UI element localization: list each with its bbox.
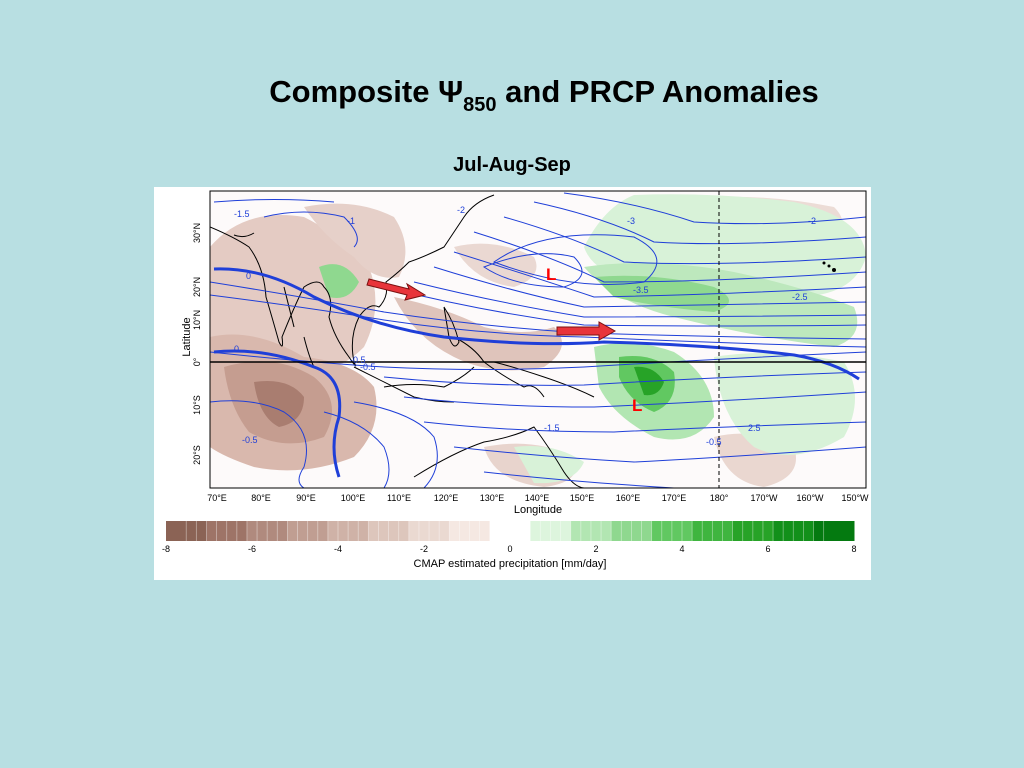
contour-labels: -1.5 -1 -2 -3 -3.5 -2 -2.5 0 0 -0.5 -0.5… <box>234 205 816 447</box>
colorbar-tick-label: -2 <box>420 544 428 554</box>
lon-tick-label: 90°E <box>296 493 316 503</box>
lon-tick-label: 140°E <box>525 493 550 503</box>
lon-tick-label: 80°E <box>251 493 271 503</box>
title-subscript: 850 <box>463 94 497 116</box>
title-text: Composite Ψ <box>269 74 464 109</box>
colorbar-label: CMAP estimated precipitation [mm/day] <box>414 558 607 570</box>
y-axis-label: Latitude <box>181 317 193 356</box>
arrow-1 <box>366 278 427 301</box>
colorbar-swatch <box>692 521 734 541</box>
colorbar-tick-label: 8 <box>851 544 856 554</box>
lon-tick-label: 100°E <box>341 493 366 503</box>
contour-label: -2 <box>457 205 465 215</box>
colorbar-swatch <box>489 521 531 541</box>
colorbar-swatch <box>287 521 329 541</box>
colorbar-tick-label: -8 <box>162 544 170 554</box>
arrow-2 <box>556 321 617 341</box>
lat-tick-label: 10°S <box>192 395 202 415</box>
lon-tick-label: 170°E <box>662 493 687 503</box>
subtitle-text: Jul-Aug-Sep <box>453 154 571 176</box>
contour-label: -0.5 <box>350 355 366 365</box>
lat-tick-label: 0° <box>192 357 202 366</box>
colorbar-tick-label: 6 <box>765 544 770 554</box>
colorbar-swatch <box>246 521 288 541</box>
lon-tick-label: 130°E <box>480 493 505 503</box>
lon-tick-label: 150°W <box>841 493 869 503</box>
colorbar-tick-label: 0 <box>507 544 512 554</box>
lon-tick-label: 170°W <box>750 493 778 503</box>
lat-tick-label: 20°S <box>192 445 202 465</box>
lon-tick-label: 150°E <box>570 493 595 503</box>
colorbar-swatch <box>651 521 693 541</box>
contour-label: -1.5 <box>544 423 560 433</box>
wet-anomaly-shading <box>319 194 866 484</box>
colorbar-swatch <box>570 521 612 541</box>
contour-label: 0 <box>246 271 251 281</box>
colorbar-swatch <box>166 521 207 541</box>
lat-tick-label: 20°N <box>192 277 202 297</box>
colorbar-swatch <box>408 521 450 541</box>
lon-tick-label: 160°W <box>796 493 824 503</box>
contour-label: -2.5 <box>792 292 808 302</box>
contour-label: -3.5 <box>633 285 649 295</box>
colorbar-swatch <box>327 521 369 541</box>
contour-label: -0.5 <box>360 362 376 372</box>
lat-tick-label: 30°N <box>192 223 202 243</box>
slide-title: Composite Ψ850 and PRCP Anomalies <box>0 74 1024 117</box>
contour-label: -1 <box>347 216 355 226</box>
slide-subtitle: Jul-Aug-Sep <box>0 154 1024 177</box>
figure-panel: -1.5 -1 -2 -3 -3.5 -2 -2.5 0 0 -0.5 -0.5… <box>154 187 871 580</box>
colorbar-swatch <box>368 521 410 541</box>
lon-tick-label: 180° <box>710 493 729 503</box>
lon-tick-label: 120°E <box>434 493 459 503</box>
colorbar-swatch <box>732 521 774 541</box>
zero-contours <box>213 267 860 478</box>
contour-label: -0.5 <box>706 437 722 447</box>
low-marker-north: L <box>546 265 556 284</box>
contour-label: -3 <box>627 216 635 226</box>
contour-label: -2 <box>808 216 816 226</box>
map-area: -1.5 -1 -2 -3 -3.5 -2 -2.5 0 0 -0.5 -0.5… <box>210 191 866 488</box>
low-marker-south: L <box>632 396 642 415</box>
colorbar-swatch <box>611 521 653 541</box>
contour-label: 0 <box>234 344 239 354</box>
colorbar-tick-label: -6 <box>248 544 256 554</box>
title-text-rest: and PRCP Anomalies <box>496 74 819 109</box>
lon-tick-label: 110°E <box>387 493 411 503</box>
colorbar-tick-label: -4 <box>334 544 342 554</box>
colorbar-swatch <box>206 521 248 541</box>
colorbar-swatch <box>813 521 855 541</box>
colorbar-swatch <box>773 521 815 541</box>
lat-tick-label: 10°N <box>192 310 202 330</box>
map-frame <box>209 190 867 489</box>
colorbar-tick-label: 4 <box>679 544 684 554</box>
lon-tick-label: 160°E <box>616 493 641 503</box>
contour-label: -1.5 <box>234 209 250 219</box>
flow-arrows <box>366 278 617 341</box>
latitude-ticks: 30°N 20°N 10°N 0° 10°S 20°S <box>192 223 202 465</box>
colorbar-tick-label: 2 <box>593 544 598 554</box>
contour-label: -0.5 <box>242 435 258 445</box>
map-figure: -1.5 -1 -2 -3 -3.5 -2 -2.5 0 0 -0.5 -0.5… <box>162 190 869 570</box>
x-axis-label: Longitude <box>514 504 562 516</box>
hawaii-islands <box>822 261 836 272</box>
lon-tick-label: 70°E <box>207 493 227 503</box>
colorbar-swatch <box>530 521 572 541</box>
longitude-ticks: 70°E 80°E 90°E 100°E 110°E 120°E 130°E 1… <box>207 493 869 503</box>
colorbar <box>166 521 855 541</box>
contour-label: 2.5 <box>748 423 761 433</box>
colorbar-ticks: -8 -6 -4 -2 0 2 4 6 8 <box>162 544 857 554</box>
colorbar-swatch <box>449 521 491 541</box>
